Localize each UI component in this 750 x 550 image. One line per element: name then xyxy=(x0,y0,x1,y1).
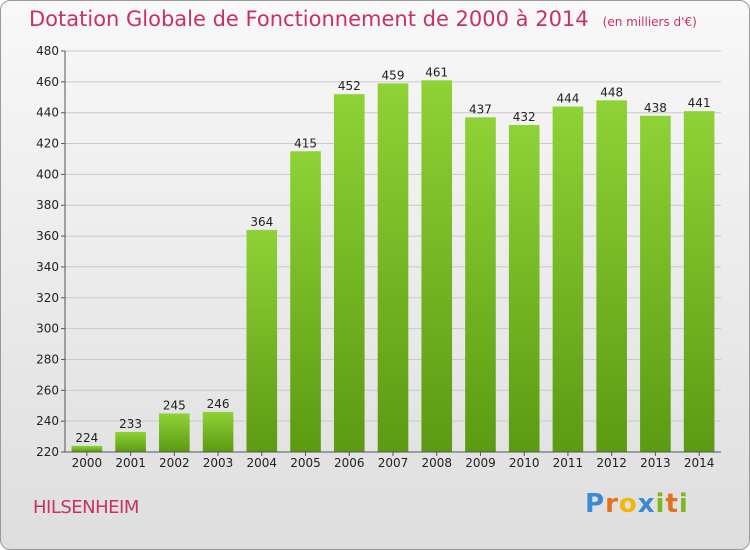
x-tick-label: 2002 xyxy=(159,456,190,470)
chart-title: Dotation Globale de Fonctionnement de 20… xyxy=(29,7,697,31)
y-tick-label: 220 xyxy=(36,445,59,459)
bar-value-label: 444 xyxy=(556,92,579,106)
location-label: HILSENHEIM xyxy=(33,497,139,518)
bar xyxy=(421,80,453,453)
x-tick-label: 2005 xyxy=(290,456,321,470)
x-tick-label: 2006 xyxy=(334,456,365,470)
bar xyxy=(290,151,321,452)
x-tick-label: 2007 xyxy=(378,456,409,470)
y-tick-label: 380 xyxy=(36,198,59,212)
logo-letter: t xyxy=(665,489,679,519)
x-tick-label: 2004 xyxy=(247,456,278,470)
bar xyxy=(683,111,715,453)
logo-letter: i xyxy=(678,489,689,519)
bar xyxy=(71,445,103,452)
bar xyxy=(246,229,278,452)
y-tick-label: 440 xyxy=(36,106,59,120)
y-tick-label: 280 xyxy=(36,352,59,366)
bar-value-label: 459 xyxy=(382,68,405,82)
y-tick-label: 320 xyxy=(36,291,59,305)
y-tick-label: 300 xyxy=(36,322,59,336)
bar-value-label: 246 xyxy=(207,397,230,411)
y-tick-label: 340 xyxy=(36,260,59,274)
bar xyxy=(115,431,146,452)
bar xyxy=(508,125,540,453)
x-tick-label: 2013 xyxy=(640,456,671,470)
logo-letter: x xyxy=(637,489,656,519)
bar-value-label: 245 xyxy=(163,398,186,412)
y-tick-label: 240 xyxy=(36,414,59,428)
bar-value-label: 233 xyxy=(119,417,142,431)
logo-letter: o xyxy=(618,489,638,519)
bar xyxy=(377,83,409,452)
bar-value-label: 432 xyxy=(513,110,536,124)
x-tick-label: 2001 xyxy=(115,456,146,470)
y-tick-label: 360 xyxy=(36,229,59,243)
x-tick-label: 2009 xyxy=(465,456,496,470)
x-tick-label: 2010 xyxy=(509,456,540,470)
logo-letter: r xyxy=(605,489,619,519)
bar xyxy=(159,413,190,452)
bar xyxy=(552,106,584,453)
bar-value-label: 438 xyxy=(644,101,667,115)
x-tick-label: 2011 xyxy=(553,456,584,470)
bar-value-label: 437 xyxy=(469,102,492,116)
chart-title-text: Dotation Globale de Fonctionnement de 20… xyxy=(29,7,589,31)
y-tick-label: 260 xyxy=(36,383,59,397)
bar-value-label: 452 xyxy=(338,79,361,93)
x-tick-label: 2008 xyxy=(421,456,452,470)
bar xyxy=(596,100,627,452)
y-tick-label: 480 xyxy=(36,44,59,58)
x-tick-label: 2000 xyxy=(72,456,103,470)
logo-letter: P xyxy=(585,489,606,519)
bar-value-label: 448 xyxy=(600,85,623,99)
bar-value-label: 461 xyxy=(425,65,448,79)
y-tick-label: 400 xyxy=(36,167,59,181)
bar xyxy=(465,117,496,453)
bar-value-label: 224 xyxy=(75,431,98,445)
bar-value-label: 441 xyxy=(688,96,711,110)
x-tick-label: 2014 xyxy=(684,456,715,470)
proxiti-logo: Proxiti xyxy=(585,489,689,519)
logo-letter: i xyxy=(655,489,666,519)
bar xyxy=(202,411,234,452)
bar xyxy=(640,115,671,453)
y-tick-label: 460 xyxy=(36,75,59,89)
x-tick-label: 2012 xyxy=(596,456,627,470)
bar xyxy=(333,94,365,452)
chart-subtitle: (en milliers d'€) xyxy=(602,15,697,29)
bar-value-label: 415 xyxy=(294,136,317,150)
bar-value-label: 364 xyxy=(250,215,273,229)
y-tick-label: 420 xyxy=(36,137,59,151)
x-tick-label: 2003 xyxy=(203,456,234,470)
bars: 224 233 245 246 364 415 452 459 461 437 432 444 448 4… xyxy=(71,65,715,453)
axes: 220 240 260 280 300 320 340 360 380 400 420 440 460 4… xyxy=(36,44,721,470)
